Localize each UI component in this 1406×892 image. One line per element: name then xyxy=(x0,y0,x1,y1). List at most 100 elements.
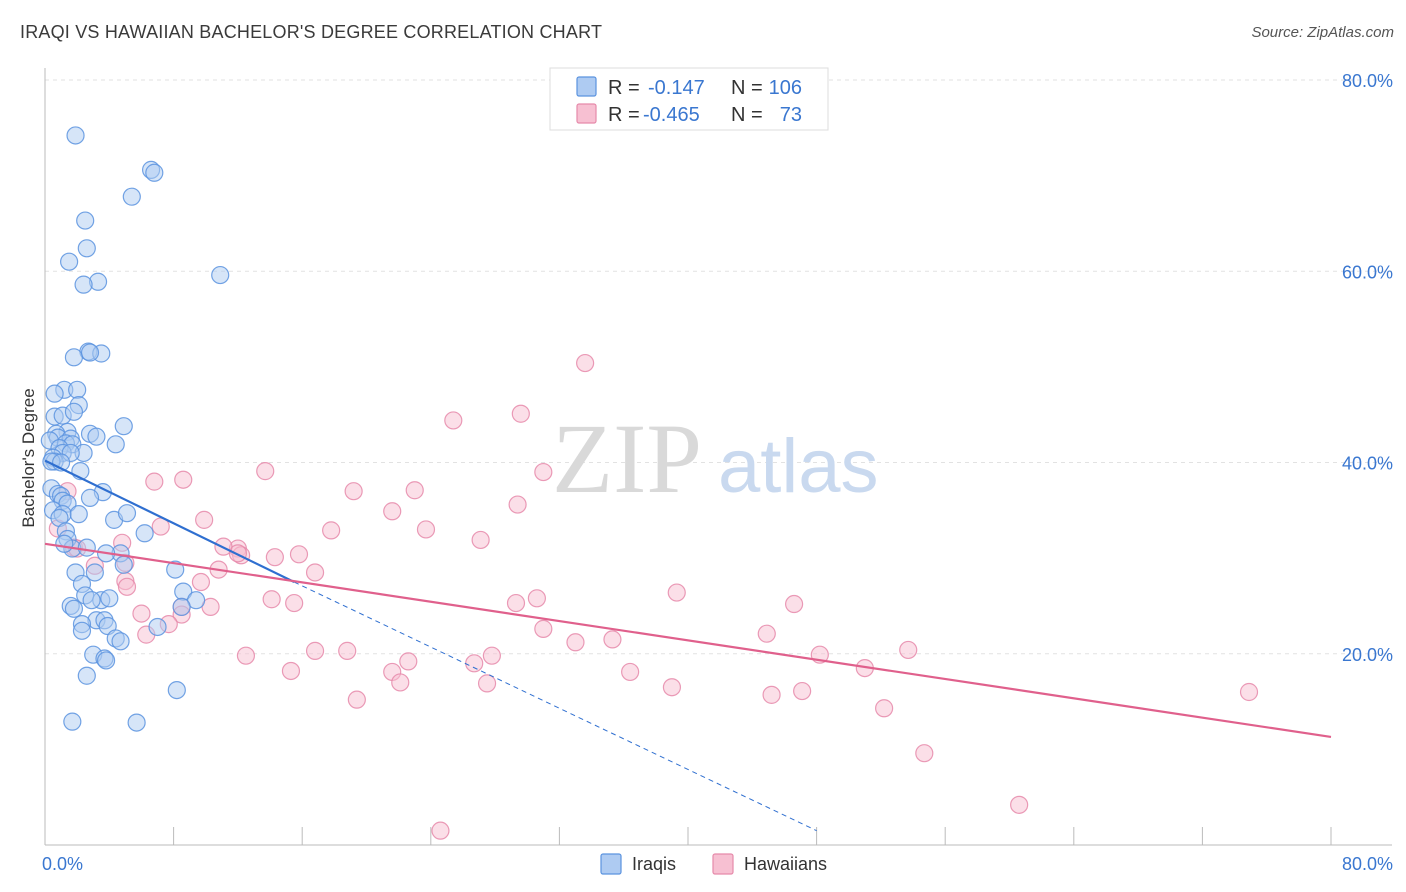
hawaiian-point xyxy=(667,583,686,602)
hawaiian-point xyxy=(762,685,781,704)
iraqi-point xyxy=(135,524,154,543)
bottom-legend-swatch-hawaiians xyxy=(712,853,734,875)
iraqi-point xyxy=(69,505,88,524)
iraqi-point xyxy=(63,712,82,731)
hawaiian-point xyxy=(1239,682,1259,702)
bottom-legend-swatch-iraqis xyxy=(600,853,622,875)
iraqi-point xyxy=(106,435,125,454)
hawaiian-point xyxy=(262,590,281,609)
iraqi-point xyxy=(76,211,95,230)
axes: 20.0% 40.0% 60.0% 80.0% 0.0% 80.0% xyxy=(42,68,1393,874)
hawaiian-point xyxy=(566,633,585,652)
legend-r-value-iraqis: -0.147 xyxy=(648,77,705,99)
hawaiian-point xyxy=(281,661,301,681)
hawaiian-point xyxy=(511,404,530,423)
hawaiian-point xyxy=(305,563,325,582)
legend-n-label-iraqis: N = xyxy=(731,77,763,99)
iraqi-point xyxy=(85,563,104,582)
watermark-atlas: atlas xyxy=(718,424,879,509)
iraqi-point xyxy=(87,427,106,446)
iraqi-point xyxy=(64,599,84,618)
iraqi-point xyxy=(127,713,146,732)
chart-title: IRAQI VS HAWAIIAN BACHELOR'S DEGREE CORR… xyxy=(20,22,603,42)
hawaiian-point xyxy=(757,624,776,643)
y-tick-label: 60.0% xyxy=(1342,262,1393,282)
watermark-zip: ZIP xyxy=(552,403,702,514)
iraqi-point xyxy=(111,632,130,651)
hawaiian-point xyxy=(793,681,812,701)
iraqis-points xyxy=(40,126,230,732)
hawaiian-point xyxy=(322,521,341,540)
hawaiian-point xyxy=(174,470,193,489)
iraqi-point xyxy=(145,163,164,182)
iraqi-point xyxy=(64,348,84,367)
y-tick-label: 40.0% xyxy=(1342,454,1393,474)
iraqi-point xyxy=(167,680,186,700)
hawaiian-point xyxy=(338,641,357,660)
hawaiian-point xyxy=(347,690,366,709)
hawaiian-point xyxy=(527,589,546,608)
hawaiian-point xyxy=(191,572,211,592)
legend-r-label-hawaiians: R = xyxy=(608,104,640,126)
iraqi-point xyxy=(122,187,141,206)
hawaiian-point xyxy=(416,520,436,539)
hawaiian-point xyxy=(391,673,410,692)
hawaiian-point xyxy=(405,481,424,500)
iraqi-point xyxy=(72,621,92,640)
hawaiian-point xyxy=(236,646,256,665)
hawaiian-point xyxy=(265,548,284,567)
iraqi-point xyxy=(80,488,100,507)
hawaiian-point xyxy=(534,462,553,482)
bottom-legend-label-iraqis: Iraqis xyxy=(632,854,676,874)
hawaiian-point xyxy=(899,640,918,660)
iraqi-point xyxy=(45,384,64,403)
iraqis-trend-extension xyxy=(293,581,817,832)
iraqi-point xyxy=(77,239,96,258)
iraqi-point xyxy=(211,265,230,285)
legend-n-value-iraqis: 106 xyxy=(769,77,802,99)
legend-r-value-hawaiians: -0.465 xyxy=(643,104,700,126)
hawaiian-point xyxy=(285,593,304,613)
hawaiian-point xyxy=(576,353,595,373)
hawaiian-point xyxy=(444,411,463,430)
hawaiian-point xyxy=(471,530,490,550)
hawaiian-point xyxy=(305,641,325,660)
iraqi-point xyxy=(114,417,133,436)
hawaiian-point xyxy=(506,593,526,613)
legend-n-label-hawaiians: N = xyxy=(731,104,763,126)
iraqi-point xyxy=(55,534,74,553)
bottom-legend-label-hawaiians: Hawaiians xyxy=(744,854,827,874)
trend-lines xyxy=(44,459,1332,832)
hawaiian-point xyxy=(383,502,402,521)
hawaiian-point xyxy=(477,674,497,693)
iraqi-point xyxy=(68,380,87,399)
hawaiians-trend-line xyxy=(44,542,1332,739)
y-axis-title: Bachelor's Degree xyxy=(19,388,38,527)
iraqi-point xyxy=(172,597,191,616)
hawaiian-point xyxy=(132,604,151,623)
hawaiian-point xyxy=(289,545,309,564)
y-tick-label: 20.0% xyxy=(1342,645,1393,665)
iraqi-point xyxy=(74,275,93,294)
hawaiian-point xyxy=(534,619,553,638)
iraqi-point xyxy=(96,651,116,670)
hawaiian-point xyxy=(256,462,275,481)
watermark: ZIP atlas xyxy=(552,403,879,514)
hawaiian-point xyxy=(875,699,894,718)
hawaiian-point xyxy=(399,652,418,671)
iraqi-point xyxy=(114,555,133,574)
hawaiian-point xyxy=(195,510,214,529)
iraqi-point xyxy=(166,560,185,579)
hawaiian-point xyxy=(508,495,527,514)
hawaiian-point xyxy=(784,594,804,614)
legend-n-value-hawaiians: 73 xyxy=(780,104,802,126)
iraqi-point xyxy=(100,589,119,608)
chart-source: Source: ZipAtlas.com xyxy=(1251,24,1394,41)
iraqis-trend-line xyxy=(44,459,295,584)
hawaiian-point xyxy=(117,577,137,596)
iraqi-point xyxy=(117,504,137,523)
hawaiian-point xyxy=(431,821,450,840)
hawaiian-point xyxy=(603,630,622,649)
series-legend: Iraqis Hawaiians xyxy=(600,853,827,875)
